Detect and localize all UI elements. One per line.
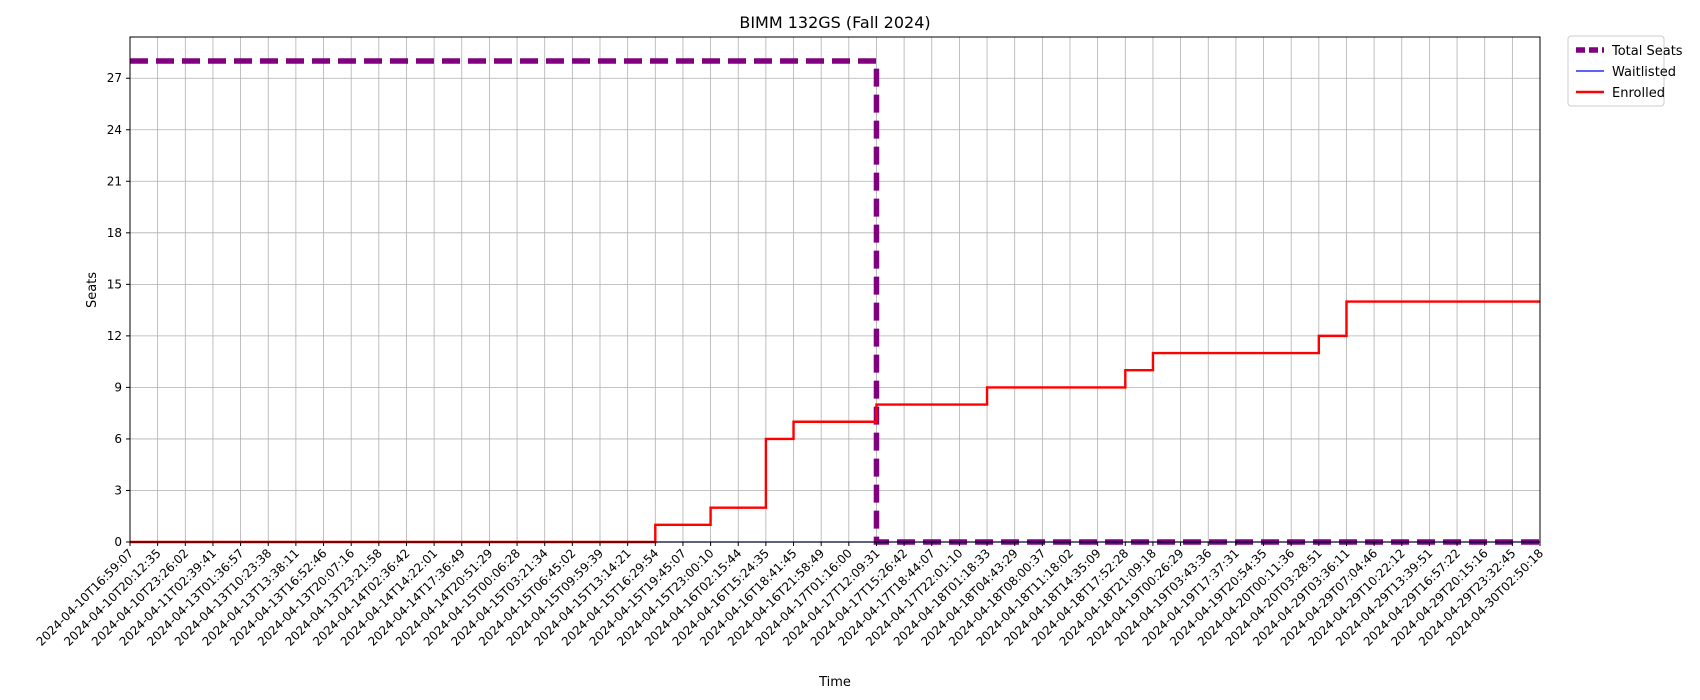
legend-frame: [1567, 35, 1665, 107]
series-enrolled-line: [130, 300, 1540, 544]
y-tick-label: 6: [114, 432, 122, 446]
y-tick-label: 9: [114, 380, 122, 394]
x-axis: 2024-04-10T16:59:072024-04-10T20:12:3520…: [34, 542, 1546, 649]
series-layer: [130, 58, 1540, 545]
y-tick-label: 15: [107, 277, 122, 291]
legend-label: Waitlisted: [1612, 65, 1676, 80]
y-tick-label: 21: [107, 174, 122, 188]
x-axis-label: Time: [818, 675, 851, 690]
grid: [129, 37, 1541, 543]
y-tick-label: 24: [107, 123, 122, 137]
y-tick-label: 0: [114, 535, 122, 549]
legend-label: Enrolled: [1612, 86, 1665, 101]
y-tick-label: 3: [114, 483, 122, 497]
chart-title: BIMM 132GS (Fall 2024): [739, 13, 930, 32]
y-tick-label: 18: [107, 226, 122, 240]
legend: Total Seats Waitlisted Enrolled: [1567, 35, 1683, 107]
legend-label: Total Seats: [1611, 44, 1683, 59]
y-axis-label: Seats: [85, 272, 100, 308]
plot-frame: [129, 36, 1541, 543]
y-axis: 0 3 6 9 12 15 18 21 24 27: [107, 71, 130, 549]
y-tick-label: 12: [107, 329, 122, 343]
series-total-seats-line: [130, 58, 1540, 545]
y-tick-label: 27: [107, 71, 122, 85]
